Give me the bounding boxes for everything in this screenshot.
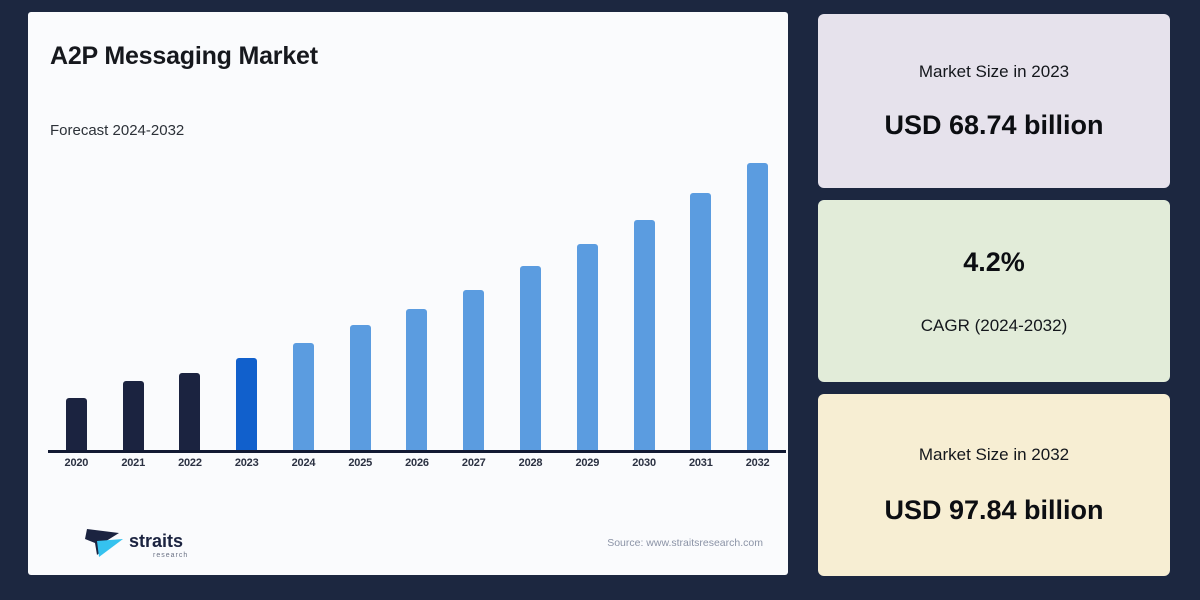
svg-text:research: research xyxy=(153,552,188,559)
bar-2025 xyxy=(349,325,371,450)
x-label-2030: 2030 xyxy=(632,457,656,469)
bar-cell-2023 xyxy=(218,152,275,450)
stat-card-market-size-2023: Market Size in 2023 USD 68.74 billion xyxy=(818,14,1170,188)
page-title: A2P Messaging Market xyxy=(50,42,318,70)
x-axis-labels: 2020 2021 2022 2023 2024 2025 2026 2027 2028 2029… xyxy=(48,457,786,477)
x-label-2027: 2027 xyxy=(461,457,486,469)
bar-chart: 2020 2021 2022 2023 2024 2025 2026 2027 2028 2029… xyxy=(48,152,788,477)
bar-cell-2026 xyxy=(389,152,446,450)
bar-cell-2028 xyxy=(502,152,559,450)
bar-cell-2025 xyxy=(332,152,389,450)
bar-2029 xyxy=(576,244,598,450)
bar-series xyxy=(48,152,786,450)
x-label-2024: 2024 xyxy=(291,457,316,469)
bar-cell-2021 xyxy=(105,152,162,450)
bar-cell-2027 xyxy=(445,152,502,450)
bar-2024 xyxy=(292,343,314,450)
x-label-2023: 2023 xyxy=(234,457,259,469)
x-label-2021: 2021 xyxy=(121,457,145,469)
logo-mark-icon: straits research xyxy=(85,529,188,559)
source-credit: Source: www.straitsresearch.com xyxy=(607,537,763,549)
stat-card-cagr: 4.2% CAGR (2024-2032) xyxy=(818,200,1170,382)
card-value: USD 68.74 billion xyxy=(884,109,1104,140)
card-value: USD 97.84 billion xyxy=(884,494,1104,525)
bar-cell-2020 xyxy=(48,152,105,450)
bar-2030 xyxy=(633,220,655,450)
x-axis-line xyxy=(48,450,786,453)
stat-card-market-size-2032: Market Size in 2032 USD 97.84 billion xyxy=(818,394,1170,576)
card-label: Market Size in 2032 xyxy=(918,444,1070,464)
x-label-2026: 2026 xyxy=(405,457,429,469)
forecast-subtitle: Forecast 2024-2032 xyxy=(50,122,185,139)
bar-2020 xyxy=(65,398,87,450)
x-label-2025: 2025 xyxy=(348,457,373,469)
bar-2023 xyxy=(236,358,258,450)
straits-research-logo: straits research xyxy=(83,517,203,565)
bar-2022 xyxy=(179,373,201,450)
x-label-2020: 2020 xyxy=(64,457,89,469)
card-label: CAGR (2024-2032) xyxy=(920,315,1068,335)
card-label: Market Size in 2023 xyxy=(918,61,1070,81)
bar-cell-2031 xyxy=(672,152,729,450)
bar-2028 xyxy=(520,266,541,450)
bar-2021 xyxy=(122,381,144,450)
bar-cell-2032 xyxy=(729,152,786,450)
x-label-2028: 2028 xyxy=(518,457,543,469)
x-label-2032: 2032 xyxy=(745,457,770,469)
bar-cell-2022 xyxy=(162,152,219,450)
bar-2026 xyxy=(406,309,428,450)
svg-text:straits: straits xyxy=(129,531,183,551)
bar-2032 xyxy=(747,163,769,450)
x-label-2022: 2022 xyxy=(178,457,202,469)
x-label-2031: 2031 xyxy=(688,457,713,469)
bar-cell-2029 xyxy=(559,152,616,450)
bar-2031 xyxy=(690,193,712,450)
bar-cell-2024 xyxy=(275,152,332,450)
x-label-2029: 2029 xyxy=(575,457,600,469)
bar-cell-2030 xyxy=(616,152,673,450)
bar-2027 xyxy=(463,290,485,450)
card-value: 4.2% xyxy=(963,246,1025,277)
chart-panel: A2P Messaging Market Forecast 2024-2032 … xyxy=(28,12,788,575)
